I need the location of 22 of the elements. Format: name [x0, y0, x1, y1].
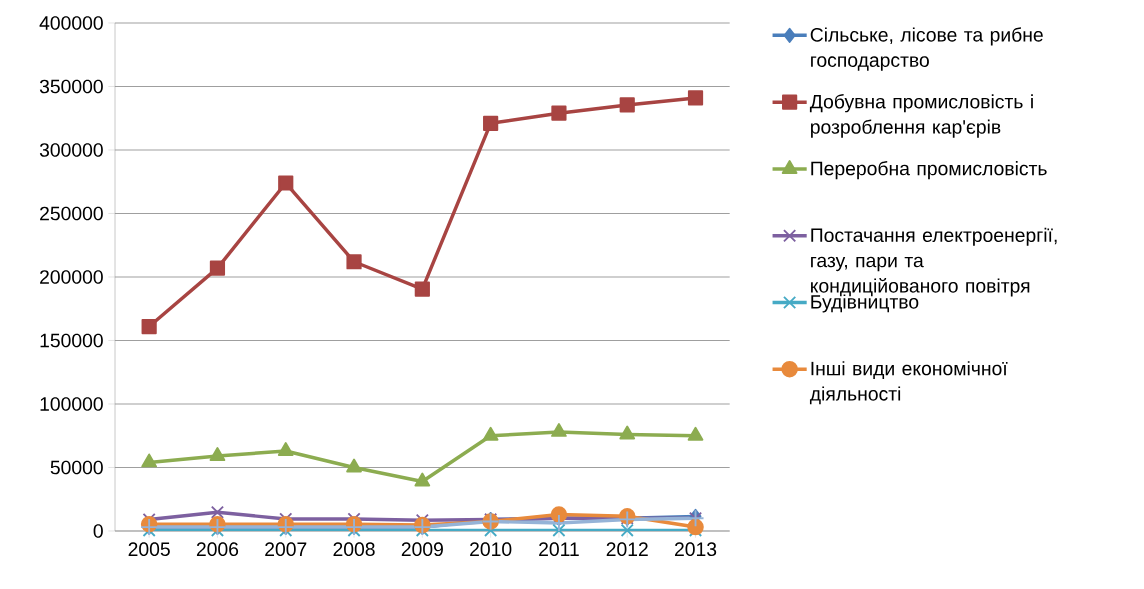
y-tick-label: 250000: [40, 206, 103, 221]
y-tick-label: 50000: [50, 460, 103, 475]
legend-label: Сільське, лісове та рибне господарство: [810, 27, 1043, 71]
x-tick-label: 2009: [401, 542, 443, 557]
x-tick-label: 2012: [606, 542, 648, 557]
y-tick-label: 100000: [40, 397, 103, 411]
x-tick-label: 2007: [265, 542, 307, 557]
y-tick-label: 150000: [40, 333, 103, 348]
legend-label: Інші види економічної діяльності: [809, 361, 1008, 405]
y-tick-label: 0: [93, 524, 103, 538]
legend-label: Переробна промисловість: [811, 160, 1047, 180]
x-tick-label: 2013: [675, 542, 717, 557]
legend-label: Добувна промисловість і розроблення кар'єрів: [809, 94, 1033, 138]
x-tick-label: 2011: [539, 542, 579, 557]
y-tick-label: 400000: [39, 16, 103, 30]
x-tick-label: 2005: [128, 542, 170, 557]
y-tick-label: 300000: [39, 143, 103, 157]
y-tick-label: 200000: [40, 270, 103, 284]
y-tick-label: 350000: [39, 79, 103, 94]
x-tick-label: 2010: [470, 542, 512, 557]
x-tick-label: 2006: [196, 542, 239, 557]
x-tick-label: 2008: [333, 542, 375, 557]
